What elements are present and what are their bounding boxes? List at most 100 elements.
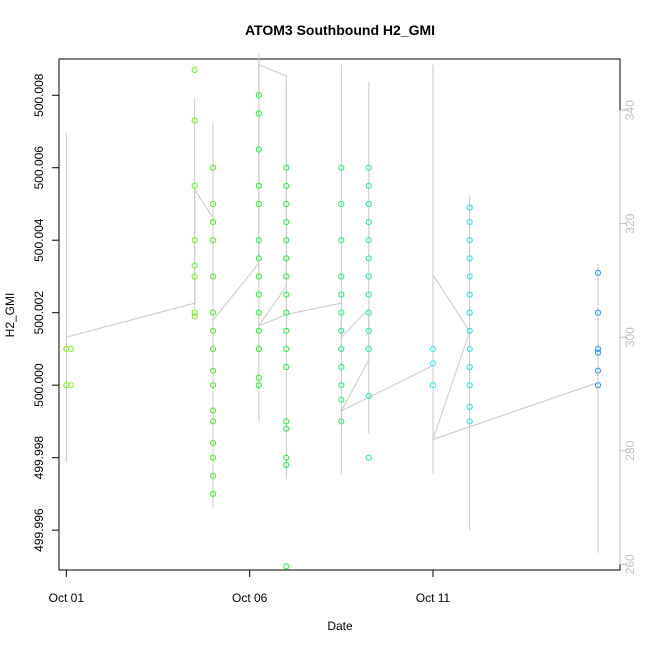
data-point <box>209 345 217 352</box>
y-tick-label: 499.996 <box>32 508 46 552</box>
data-point <box>255 146 262 153</box>
data-point <box>466 255 473 262</box>
data-point <box>283 345 290 352</box>
y2-tick-label: 300 <box>623 327 637 347</box>
data-point <box>255 273 262 280</box>
data-point <box>209 219 217 226</box>
y2-tick-label: 340 <box>623 100 637 120</box>
x-tick-label: Oct 11 <box>416 591 451 605</box>
data-point <box>594 382 602 389</box>
data-point <box>338 200 345 208</box>
data-point <box>209 454 217 461</box>
data-point <box>338 345 345 352</box>
data-point <box>365 164 372 171</box>
data-point <box>209 382 217 389</box>
data-point <box>191 117 198 124</box>
data-point <box>209 309 217 316</box>
data-point <box>365 273 372 280</box>
y-tick-label: 500.000 <box>32 363 46 407</box>
data-point <box>67 382 75 389</box>
data-point <box>283 454 290 461</box>
data-point <box>283 425 290 432</box>
data-point <box>466 204 473 211</box>
data-point <box>594 269 602 276</box>
data-point <box>594 367 602 374</box>
data-point <box>191 182 198 189</box>
data-point <box>338 237 345 244</box>
data-point <box>466 309 473 316</box>
data-point <box>191 237 198 244</box>
x-tick-label: Oct 06 <box>232 591 268 605</box>
data-point <box>63 345 70 352</box>
data-point <box>255 327 262 334</box>
data-point <box>466 363 473 371</box>
data-point <box>209 273 217 280</box>
y-tick-label: 500.002 <box>32 291 46 335</box>
x-axis: Oct 01 Oct 06 Oct 11 <box>49 569 451 605</box>
data-point <box>365 392 372 400</box>
data-point <box>365 291 372 298</box>
data-point <box>338 291 345 298</box>
data-point <box>255 255 262 262</box>
data-point <box>338 309 345 316</box>
data-point <box>429 345 437 352</box>
data-point <box>283 182 290 189</box>
data-point <box>365 345 372 352</box>
y-axis-left: 499.996 499.998 500.000 500.002 500.004 500.0… <box>32 73 60 552</box>
data-point <box>255 200 262 208</box>
data-point <box>365 219 372 226</box>
data-point <box>209 367 217 374</box>
data-point <box>466 327 473 334</box>
data-point <box>466 273 473 280</box>
data-point <box>283 327 290 334</box>
data-point <box>191 66 198 74</box>
data-point <box>209 407 217 414</box>
data-point <box>283 418 290 425</box>
line-series-layer <box>65 53 599 553</box>
data-point <box>283 363 290 371</box>
data-point <box>255 182 262 189</box>
x-tick-label: Oct 01 <box>49 591 85 605</box>
data-point <box>429 382 437 389</box>
data-point <box>594 349 602 356</box>
data-point <box>466 291 473 298</box>
y2-tick-label: 260 <box>623 554 637 574</box>
y2-tick-label: 280 <box>623 440 637 460</box>
data-point <box>191 309 198 316</box>
data-point <box>594 345 602 352</box>
x-axis-label: Date <box>327 619 353 633</box>
data-point <box>594 309 602 316</box>
data-point <box>338 164 345 171</box>
data-point <box>365 255 372 262</box>
data-point <box>283 164 290 171</box>
data-point <box>63 382 70 389</box>
data-point <box>283 291 290 298</box>
data-point <box>209 418 217 425</box>
y-tick-label: 500.004 <box>32 218 46 262</box>
data-point <box>429 360 437 367</box>
data-point <box>338 273 345 280</box>
y-tick-label: 499.998 <box>32 436 46 480</box>
data-point <box>255 374 262 381</box>
data-point <box>255 237 262 244</box>
data-point <box>283 237 290 244</box>
data-point <box>255 382 262 389</box>
data-point <box>338 327 345 334</box>
point-series-layer <box>63 66 602 570</box>
data-point <box>466 382 473 389</box>
data-point <box>338 363 345 371</box>
data-point <box>255 345 262 352</box>
data-point <box>466 345 473 352</box>
data-point <box>283 200 290 208</box>
data-point <box>466 403 473 410</box>
data-point <box>283 255 290 262</box>
data-point <box>209 327 217 334</box>
y-tick-label: 500.008 <box>32 73 46 117</box>
data-point <box>209 164 217 171</box>
y-tick-label: 500.006 <box>32 146 46 190</box>
data-point <box>191 273 198 280</box>
data-point <box>209 490 217 497</box>
data-point <box>191 313 198 320</box>
data-point <box>338 396 345 403</box>
